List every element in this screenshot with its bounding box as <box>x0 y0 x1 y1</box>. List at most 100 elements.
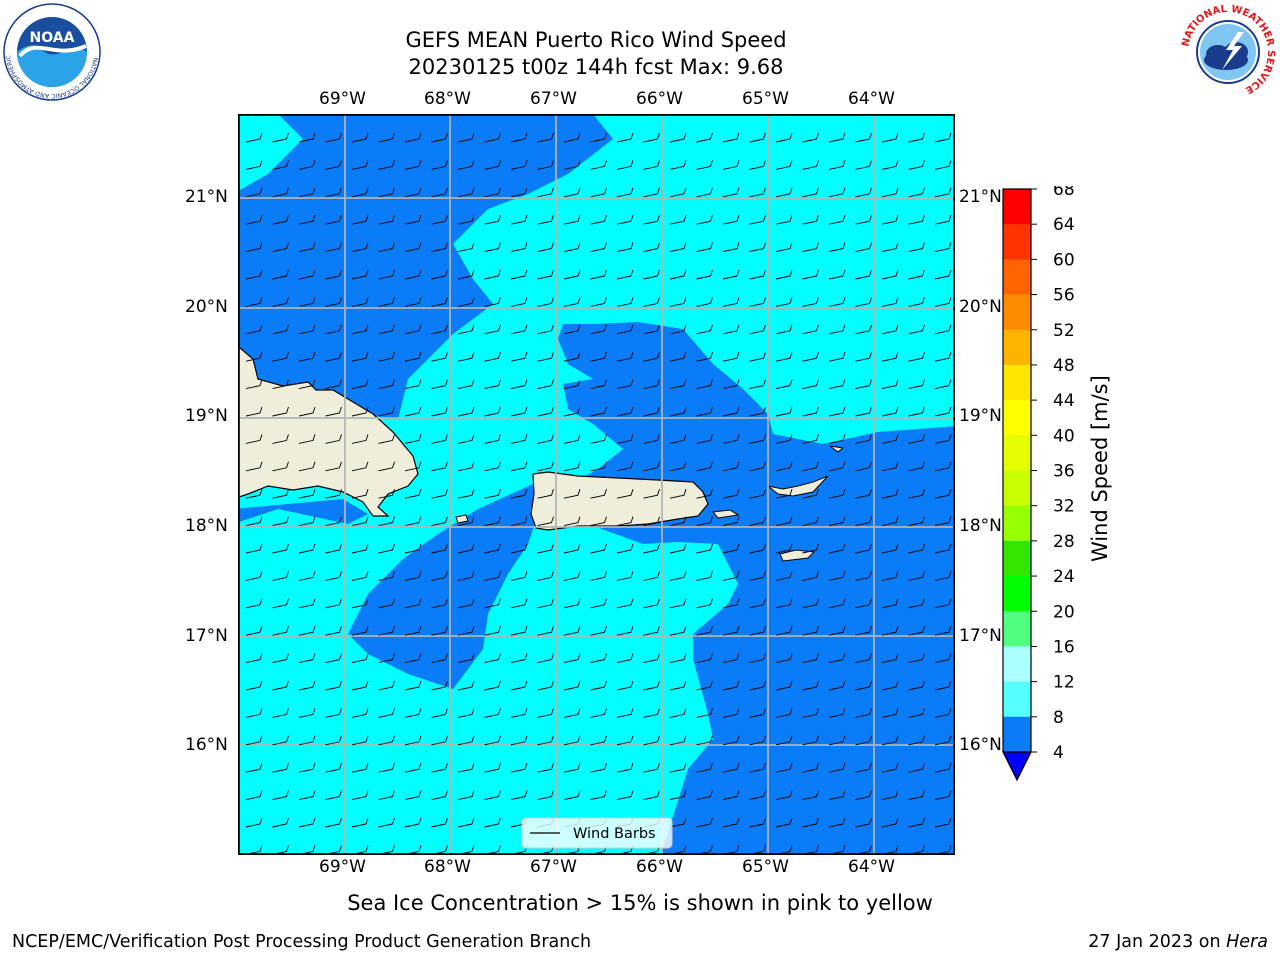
wind-barb <box>404 680 422 691</box>
wind-barb <box>643 160 660 170</box>
wind-barb <box>590 461 607 472</box>
wind-barb <box>669 543 687 554</box>
wind-barb <box>404 269 422 280</box>
wind-barb <box>934 297 952 307</box>
wind-barb <box>590 297 607 307</box>
wind-barb <box>696 790 713 801</box>
wind-barb <box>325 269 342 280</box>
wind-barb <box>537 598 554 609</box>
wind-barb <box>272 763 289 773</box>
wind-barb <box>537 379 554 390</box>
wind-barb <box>537 215 554 225</box>
wind-barb <box>722 406 740 417</box>
wind-barb <box>802 352 819 362</box>
wind-barb <box>669 571 687 581</box>
wind-barb <box>722 626 740 636</box>
wind-barb <box>802 790 819 801</box>
wind-barb <box>431 242 448 253</box>
wind-barb <box>908 297 925 307</box>
wind-barb <box>563 653 581 664</box>
wind-barb <box>563 516 581 527</box>
wind-barb <box>616 626 634 636</box>
wind-barb <box>749 434 766 444</box>
wind-barb <box>616 132 634 143</box>
wind-barb <box>855 489 872 499</box>
lon-tick-bottom-2: 67°W <box>530 857 577 877</box>
wind-barb <box>881 297 899 307</box>
wind-barb <box>669 160 687 170</box>
wind-barb <box>510 708 528 718</box>
wind-barb <box>934 516 952 527</box>
wind-barb <box>643 680 660 691</box>
wind-barb <box>908 269 925 280</box>
wind-barb <box>510 790 528 801</box>
wind-barb <box>643 653 660 664</box>
wind-barb <box>431 269 448 280</box>
wind-barb <box>404 352 422 362</box>
wind-barb <box>404 735 422 746</box>
colorbar-tick-label: 60 <box>1053 250 1075 270</box>
wind-barb <box>510 379 528 390</box>
wind-barb <box>351 406 369 417</box>
wind-barb <box>563 598 581 609</box>
wind-barb <box>934 324 952 335</box>
wind-barb <box>802 297 819 307</box>
wind-barb <box>881 489 899 499</box>
lat-tick-left-4: 17°N <box>185 626 228 646</box>
wind-barb <box>272 434 289 444</box>
wind-barb <box>457 242 475 253</box>
wind-barb <box>431 489 448 499</box>
wind-barb <box>696 132 713 143</box>
wind-barb <box>775 571 793 581</box>
wind-barb <box>802 269 819 280</box>
wind-barb <box>537 434 554 444</box>
colorbar-tick-label: 40 <box>1053 426 1075 446</box>
wind-barb <box>378 598 395 609</box>
wind-barb <box>722 242 740 253</box>
wind-barb <box>669 324 687 335</box>
wind-barb <box>802 680 819 691</box>
wind-barb <box>537 297 554 307</box>
wind-barb <box>881 352 899 362</box>
wind-barb <box>934 817 952 828</box>
wind-barb <box>881 187 899 198</box>
wind-barb <box>722 489 740 499</box>
wind-barb <box>510 297 528 307</box>
wind-barb <box>590 790 607 801</box>
colorbar-band <box>1003 294 1031 331</box>
wind-barb <box>934 543 952 554</box>
land-hispaniola <box>239 346 419 517</box>
wind-barb <box>749 817 766 828</box>
wind-barb <box>749 187 766 198</box>
wind-barb <box>828 461 846 472</box>
wind-barb <box>828 406 846 417</box>
wind-barb <box>351 763 369 773</box>
wind-barb <box>775 735 793 746</box>
wind-barb <box>484 160 501 170</box>
wind-barb <box>855 653 872 664</box>
wind-barb <box>563 242 581 253</box>
wind-barb <box>537 735 554 746</box>
wind-barb <box>802 516 819 527</box>
footer-left: NCEP/EMC/Verification Post Processing Pr… <box>12 932 592 952</box>
colorbar-tick-label: 16 <box>1053 637 1075 657</box>
wind-barb <box>245 297 263 307</box>
wind-barb <box>590 571 607 581</box>
wind-barb <box>855 406 872 417</box>
wind-barb <box>775 187 793 198</box>
wind-barb <box>749 680 766 691</box>
wind-barb <box>643 269 660 280</box>
wind-barb <box>510 434 528 444</box>
wind-barb <box>351 571 369 581</box>
wind-barb <box>563 735 581 746</box>
wind-barb <box>457 160 475 170</box>
wind-barb <box>722 461 740 472</box>
wind-barb <box>669 735 687 746</box>
wind-barb <box>934 489 952 499</box>
wind-barb <box>616 324 634 335</box>
wind-barb <box>855 626 872 636</box>
wind-barb <box>722 516 740 527</box>
wind-barb <box>298 132 316 143</box>
wind-barb <box>669 489 687 499</box>
wind-barb <box>855 680 872 691</box>
